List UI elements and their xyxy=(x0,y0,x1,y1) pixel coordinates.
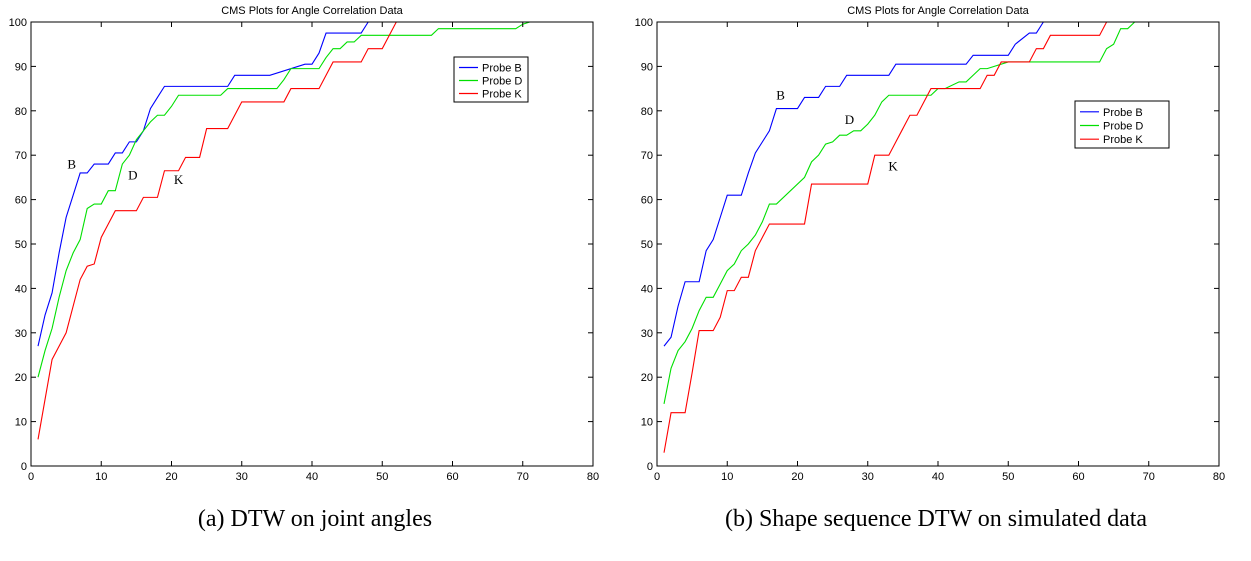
x-tick-label: 0 xyxy=(28,471,34,483)
y-tick-label: 60 xyxy=(15,195,27,207)
y-tick-label: 0 xyxy=(647,461,653,473)
x-tick-label: 80 xyxy=(587,471,599,483)
x-tick-label: 40 xyxy=(306,471,318,483)
chart-title: CMS Plots for Angle Correlation Data xyxy=(221,5,403,17)
annotation-d: D xyxy=(128,168,137,183)
y-tick-label: 70 xyxy=(15,150,27,162)
y-tick-label: 80 xyxy=(641,106,653,118)
series-line-probe-d xyxy=(37,21,537,378)
y-tick-label: 60 xyxy=(641,195,653,207)
y-tick-label: 50 xyxy=(15,239,27,251)
annotation-k: K xyxy=(174,172,184,187)
annotation-k: K xyxy=(888,159,898,174)
x-tick-label: 10 xyxy=(721,471,733,483)
y-tick-label: 0 xyxy=(21,461,27,473)
y-tick-label: 30 xyxy=(641,328,653,340)
legend-label: Probe B xyxy=(482,63,522,75)
legend-label: Probe K xyxy=(1103,134,1143,146)
y-tick-label: 40 xyxy=(15,283,27,295)
x-tick-label: 40 xyxy=(932,471,944,483)
x-tick-label: 50 xyxy=(376,471,388,483)
chart-a: CMS Plots for Angle Correlation Data 0 10 2… xyxy=(9,5,599,483)
x-tick-label: 50 xyxy=(1002,471,1014,483)
y-tick-label: 90 xyxy=(641,61,653,73)
x-tick-label: 20 xyxy=(165,471,177,483)
y-tick-label: 100 xyxy=(9,17,27,29)
chart-title: CMS Plots for Angle Correlation Data xyxy=(847,5,1029,17)
y-tick-label: 30 xyxy=(15,328,27,340)
y-tick-label: 100 xyxy=(635,17,653,29)
legend-box xyxy=(453,56,529,103)
y-tick-label: 80 xyxy=(15,106,27,118)
x-tick-label: 70 xyxy=(1143,471,1155,483)
y-tick-label: 20 xyxy=(15,372,27,384)
legend-label: Probe K xyxy=(482,89,522,101)
legend-box xyxy=(1074,100,1170,149)
x-tick-label: 60 xyxy=(1072,471,1084,483)
series-line-probe-d xyxy=(663,21,1163,404)
y-tick-label: 20 xyxy=(641,372,653,384)
x-tick-label: 80 xyxy=(1213,471,1225,483)
annotation-b: B xyxy=(67,157,76,172)
series-line-probe-k xyxy=(663,21,1163,453)
series-line-probe-k xyxy=(37,21,537,440)
y-tick-label: 10 xyxy=(15,417,27,429)
legend-label: Probe B xyxy=(1103,107,1143,119)
caption-b: (b) Shape sequence DTW on simulated data xyxy=(724,506,1148,532)
x-tick-label: 20 xyxy=(791,471,803,483)
legend-label: Probe D xyxy=(1103,121,1143,133)
y-tick-label: 40 xyxy=(641,283,653,295)
chart-b: CMS Plots for Angle Correlation Data 0 10 2… xyxy=(635,5,1225,483)
x-tick-label: 30 xyxy=(236,471,248,483)
x-tick-label: 70 xyxy=(517,471,529,483)
x-tick-label: 10 xyxy=(95,471,107,483)
annotation-b: B xyxy=(776,88,785,103)
legend-label: Probe D xyxy=(482,76,522,88)
x-tick-label: 30 xyxy=(862,471,874,483)
series-line-probe-b xyxy=(663,21,1163,347)
y-tick-label: 10 xyxy=(641,417,653,429)
x-tick-label: 60 xyxy=(446,471,458,483)
caption-a: (a) DTW on joint angles xyxy=(197,506,433,532)
y-tick-label: 70 xyxy=(641,150,653,162)
y-tick-label: 90 xyxy=(15,61,27,73)
series-line-probe-b xyxy=(37,21,537,347)
annotation-d: D xyxy=(845,112,854,127)
x-tick-label: 0 xyxy=(654,471,660,483)
y-tick-label: 50 xyxy=(641,239,653,251)
